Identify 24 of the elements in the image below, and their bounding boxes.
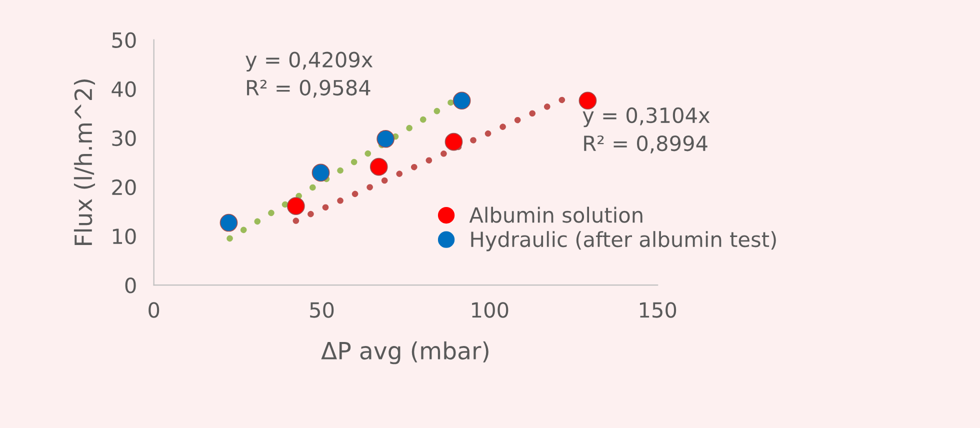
legend-label: Albumin solution xyxy=(469,206,642,223)
y-tick-label: 40 xyxy=(112,81,136,98)
point xyxy=(452,92,471,110)
annotation: y = 0,3104x R² = 0,8994 xyxy=(582,107,710,154)
x-tick-label: 50 xyxy=(310,302,334,318)
y-tick-label: 10 xyxy=(112,228,136,244)
x-tick-label: 100 xyxy=(472,302,508,318)
y-axis-title: Flux (l/h.m^2) xyxy=(74,80,95,246)
point xyxy=(312,164,330,182)
x-axis-title: ΔP avg (mbar) xyxy=(321,341,488,364)
y-tick-label: 20 xyxy=(112,179,136,196)
point xyxy=(370,158,388,176)
point xyxy=(578,92,597,110)
point xyxy=(286,197,305,216)
y-tick-label: 0 xyxy=(125,278,136,294)
legend-label: Hydraulic (after albumin test) xyxy=(471,231,776,252)
point xyxy=(444,132,463,151)
y-tick-label: 30 xyxy=(112,130,136,146)
x-tick-label: 0 xyxy=(148,302,160,318)
point xyxy=(220,214,238,232)
point xyxy=(376,130,394,148)
y-tick-label: 50 xyxy=(112,32,136,48)
annotation: y = 0,4209x R² = 0,9584 xyxy=(246,52,373,98)
x-tick-label: 150 xyxy=(640,302,676,318)
